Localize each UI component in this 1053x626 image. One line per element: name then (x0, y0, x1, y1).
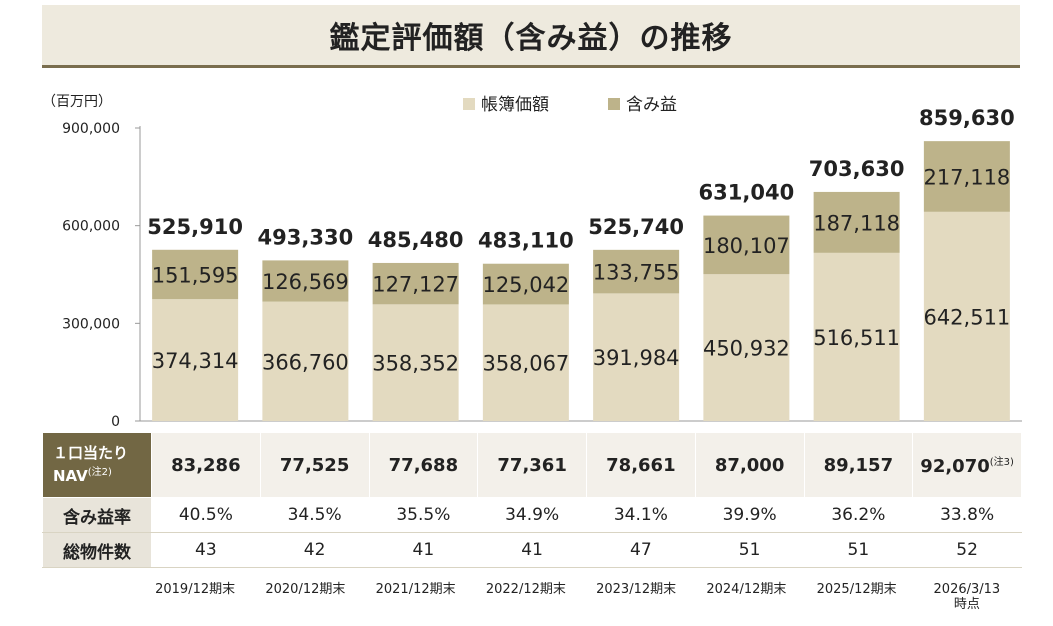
legend-label: 帳簿価額 (481, 95, 549, 115)
unrealized-gain-label: 127,127 (372, 273, 459, 297)
legend-swatch (608, 98, 620, 110)
bar-unrealized-gain (482, 263, 569, 305)
bar-book-value (593, 293, 680, 421)
y-tick-label: 0 (111, 414, 120, 430)
total-label: 859,630 (919, 106, 1015, 130)
book-value-label: 358,067 (482, 352, 569, 376)
nav-label-line1: １口当たり (53, 444, 129, 462)
y-tick-label: 600,000 (62, 219, 120, 235)
count-cell: 51 (694, 532, 805, 568)
period-label: 2024/12期末 (706, 582, 787, 597)
total-label: 525,740 (588, 215, 684, 239)
nav-label-note: (注2) (87, 467, 112, 478)
ratio-row-label: 含み益率 (42, 497, 152, 533)
ratio-cell: 33.8% (912, 497, 1022, 533)
unrealized-gain-label: 126,569 (262, 270, 349, 294)
unrealized-gain-label: 187,118 (813, 211, 900, 235)
bar-book-value (372, 304, 459, 421)
nav-cell: 78,661 (586, 432, 696, 498)
nav-label-line2: NAV (53, 467, 88, 485)
book-value-label: 374,314 (152, 349, 239, 373)
nav-last-note: (注3) (989, 457, 1014, 468)
book-value-label: 366,760 (262, 350, 349, 374)
period-label: 2023/12期末 (596, 582, 677, 597)
nav-cell: 89,157 (803, 432, 914, 498)
ratio-cell: 39.9% (694, 497, 805, 533)
ratio-cell: 40.5% (151, 497, 261, 533)
bar-unrealized-gain (152, 249, 239, 300)
bar-book-value (703, 274, 790, 421)
count-row-label: 総物件数 (42, 532, 152, 568)
ratio-cell: 34.1% (586, 497, 696, 533)
bar-unrealized-gain (372, 262, 459, 305)
total-label: 525,910 (147, 215, 243, 239)
stats-table: １口当たり NAV(注2) 83,286 77,525 77,688 77,36… (42, 432, 1022, 568)
count-cell: 42 (259, 532, 370, 568)
book-value-label: 450,932 (703, 337, 790, 361)
period-label: 2025/12期末 (816, 582, 897, 597)
book-value-label: 358,352 (372, 352, 459, 376)
count-cell: 41 (477, 532, 587, 568)
ratio-cell: 34.5% (259, 497, 370, 533)
ratio-cell: 35.5% (368, 497, 479, 533)
bar-book-value (813, 252, 900, 421)
period-label: 2022/12期末 (485, 582, 566, 597)
ratio-row: 含み益率 40.5% 34.5% 35.5% 34.9% 34.1% 39.9%… (42, 497, 1022, 533)
bar-book-value (262, 301, 349, 421)
page-title: 鑑定評価額（含み益）の推移 (329, 21, 733, 56)
nav-row-label: １口当たり NAV(注2) (42, 432, 152, 498)
total-label: 483,110 (478, 229, 574, 253)
count-cell: 51 (803, 532, 914, 568)
period-label: 2026/3/13 時点 (933, 582, 1001, 612)
nav-cell: 83,286 (151, 432, 261, 498)
total-label: 631,040 (699, 181, 795, 205)
nav-cell: 77,361 (477, 432, 587, 498)
ratio-cell: 34.9% (477, 497, 587, 533)
bar-unrealized-gain (262, 260, 349, 302)
period-label: 2019/12期末 (155, 582, 236, 597)
total-label: 703,630 (809, 157, 905, 181)
nav-cell: 77,688 (368, 432, 479, 498)
book-value-label: 642,511 (923, 305, 1010, 329)
count-row: 総物件数 43 42 41 41 47 51 51 52 (42, 532, 1022, 568)
unrealized-gain-label: 217,118 (923, 165, 1010, 189)
period-label: 2020/12期末 (265, 582, 346, 597)
nav-cell: 87,000 (694, 432, 805, 498)
bar-unrealized-gain (923, 141, 1010, 212)
y-tick-label: 300,000 (62, 316, 120, 332)
ratio-cell: 36.2% (803, 497, 914, 533)
legend-swatch (463, 98, 475, 110)
count-cell: 43 (151, 532, 261, 568)
unrealized-gain-label: 180,107 (703, 234, 790, 258)
bar-unrealized-gain (813, 191, 900, 253)
bar-unrealized-gain (703, 215, 790, 275)
legend-label: 含み益 (626, 95, 677, 115)
bar-book-value (923, 211, 1010, 421)
bar-unrealized-gain (593, 249, 680, 294)
nav-cell-last: 92,070(注3) (912, 432, 1022, 498)
title-bar: 鑑定評価額（含み益）の推移 (42, 5, 1020, 68)
nav-row: １口当たり NAV(注2) 83,286 77,525 77,688 77,36… (42, 432, 1022, 498)
y-tick-label: 900,000 (62, 121, 120, 137)
stacked-bar-chart: （百万円） 0 300,000 600,000 900,000 帳簿価額 含み益 374,31… (42, 94, 1022, 430)
nav-value-last: 92,070 (920, 456, 990, 477)
book-value-label: 391,984 (593, 346, 680, 370)
nav-cell: 77,525 (259, 432, 370, 498)
total-label: 493,330 (258, 225, 354, 249)
total-label: 485,480 (368, 228, 464, 252)
count-cell: 52 (912, 532, 1022, 568)
book-value-label: 516,511 (813, 326, 900, 350)
count-cell: 41 (368, 532, 479, 568)
unrealized-gain-label: 133,755 (593, 261, 680, 285)
bar-book-value (482, 304, 569, 421)
unrealized-gain-label: 125,042 (482, 273, 569, 297)
unrealized-gain-label: 151,595 (152, 263, 239, 287)
y-unit-label: （百万円） (42, 94, 112, 110)
period-labels: 2019/12期末 2020/12期末 2021/12期末 2022/12期末 … (140, 582, 1022, 622)
count-cell: 47 (586, 532, 696, 568)
bar-book-value (152, 299, 239, 421)
period-label: 2021/12期末 (375, 582, 456, 597)
